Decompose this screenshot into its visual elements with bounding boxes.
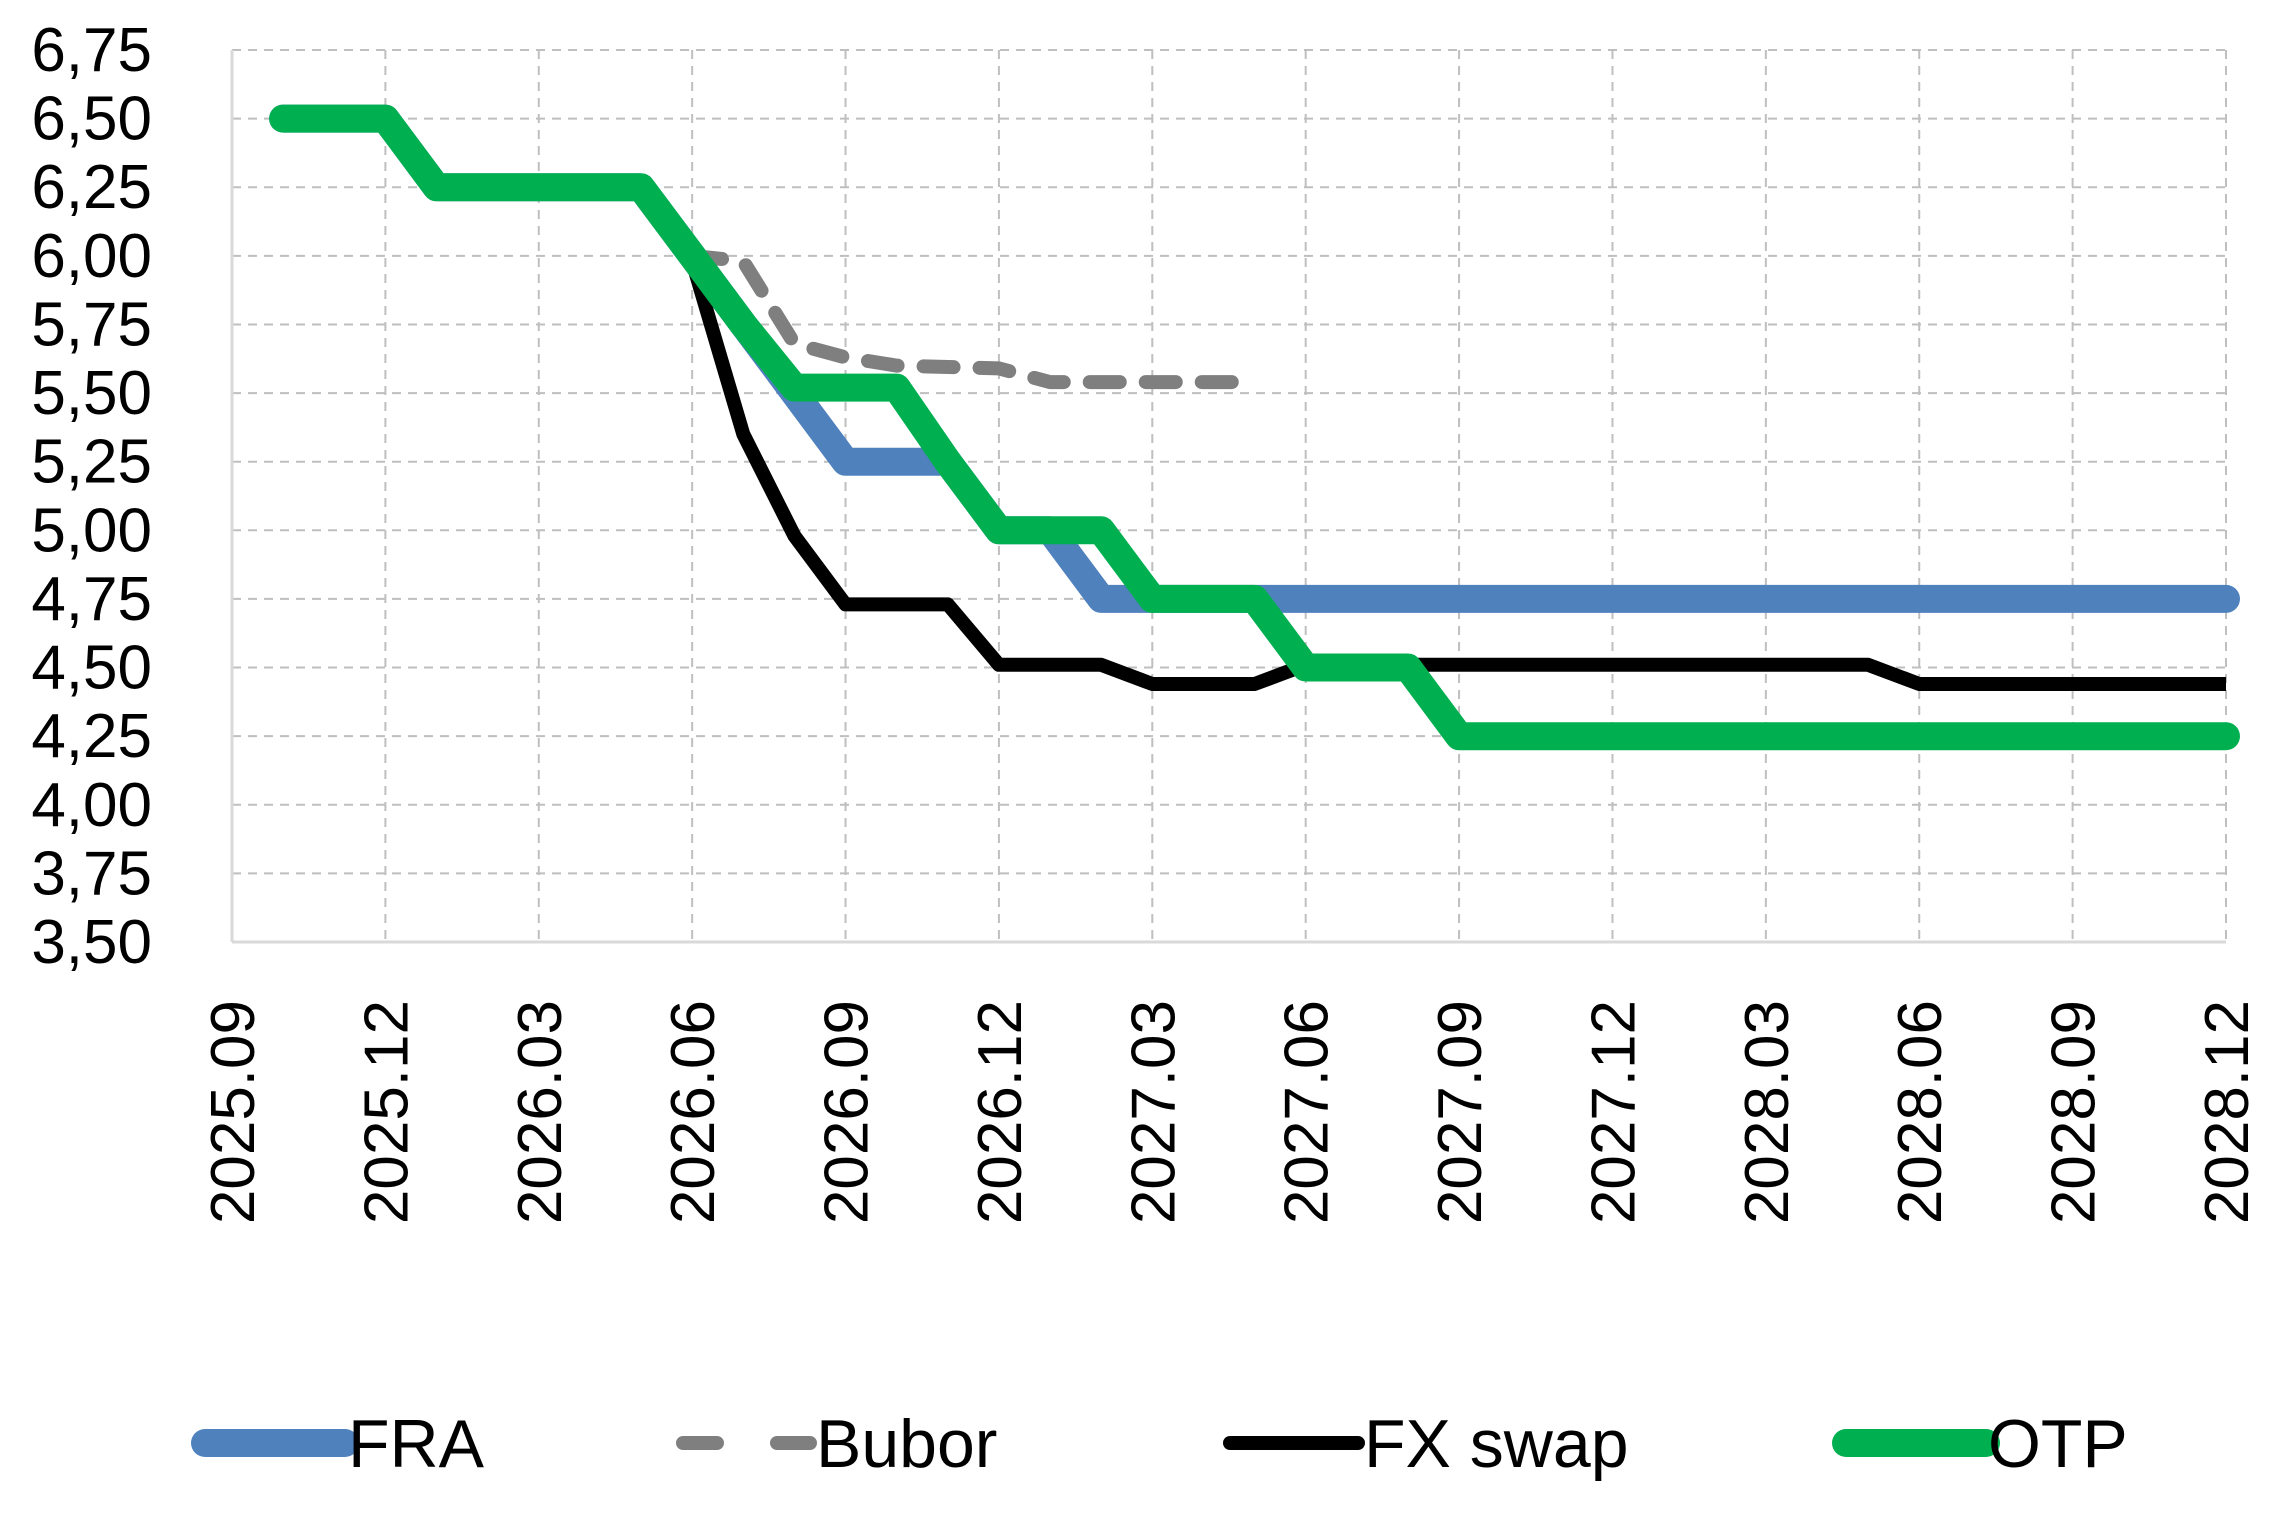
y-tick-label: 6,75	[31, 16, 152, 85]
y-tick-label: 5,75	[31, 290, 152, 359]
y-axis-ticks: 6,756,506,256,005,755,505,255,004,754,50…	[31, 16, 152, 977]
y-tick-label: 4,50	[31, 634, 152, 703]
y-tick-label: 5,25	[31, 428, 152, 497]
x-tick-label: 2027.06	[1273, 1000, 1342, 1224]
legend-label: OTP	[1988, 1406, 2128, 1482]
legend-item-bubor: Bubor	[676, 1406, 997, 1482]
y-tick-label: 4,25	[31, 702, 152, 771]
x-axis-ticks: 2025.09 2025.12 2026.03 2026.06 2026.09 2026.…	[199, 1000, 2262, 1224]
x-tick-label: 2027.12	[1579, 1000, 1648, 1224]
legend: FRA Bubor FX swap OTP	[191, 1406, 2128, 1482]
x-tick-label: 2028.09	[2040, 1000, 2109, 1224]
y-tick-label: 6,00	[31, 222, 152, 291]
legend-item-fra: FRA	[191, 1406, 485, 1482]
y-tick-label: 6,50	[31, 85, 152, 154]
series-line-bubor	[685, 248, 1262, 390]
series-line-otp	[269, 104, 2240, 751]
x-tick-label: 2026.06	[659, 1000, 728, 1224]
series-lines	[269, 104, 2240, 751]
x-tick-label: 2028.06	[1886, 1000, 1955, 1224]
y-tick-label: 3,75	[31, 839, 152, 908]
x-tick-label: 2027.09	[1426, 1000, 1495, 1224]
x-tick-label: 2026.12	[966, 1000, 1035, 1224]
series-line-fx-swap	[685, 259, 2226, 691]
x-tick-label: 2027.03	[1119, 1000, 1188, 1224]
axes	[230, 50, 2226, 944]
legend-item-fx-swap: FX swap	[1223, 1406, 1629, 1482]
y-tick-label: 4,75	[31, 565, 152, 634]
x-tick-label: 2026.03	[506, 1000, 575, 1224]
legend-item-otp: OTP	[1832, 1406, 2128, 1482]
y-tick-label: 5,50	[31, 359, 152, 428]
x-tick-label: 2028.03	[1733, 1000, 1802, 1224]
x-tick-label: 2025.09	[199, 1000, 268, 1224]
y-tick-label: 5,00	[31, 496, 152, 565]
x-tick-label: 2026.09	[813, 1000, 882, 1224]
x-tick-label: 2028.12	[2193, 1000, 2262, 1224]
y-tick-label: 4,00	[31, 771, 152, 840]
y-tick-label: 3,50	[31, 908, 152, 977]
y-tick-label: 6,25	[31, 153, 152, 222]
legend-label: Bubor	[816, 1406, 997, 1482]
legend-label: FRA	[348, 1406, 485, 1482]
legend-label: FX swap	[1364, 1406, 1629, 1482]
x-tick-label: 2025.12	[352, 1000, 421, 1224]
